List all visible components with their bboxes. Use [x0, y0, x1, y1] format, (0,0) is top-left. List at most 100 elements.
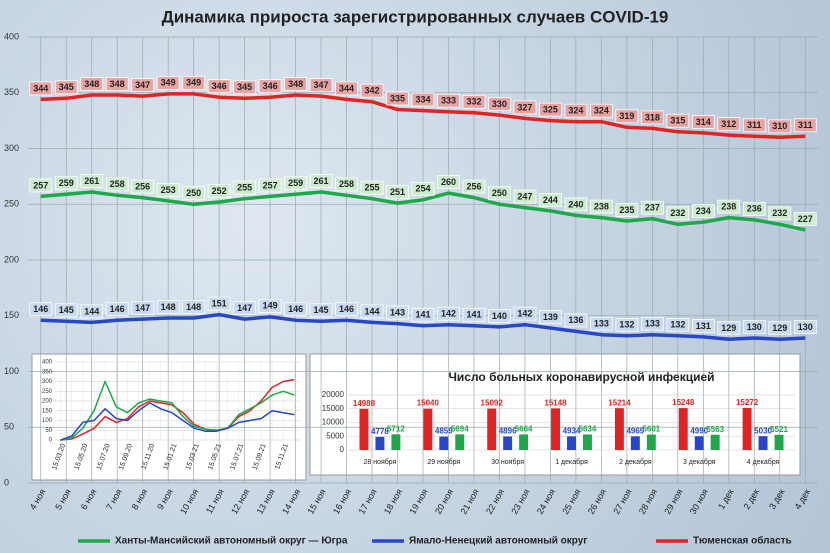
value-label-box	[80, 304, 104, 319]
chart-title: Число больных коронавирусной инфекцией	[448, 370, 714, 384]
y-tick-label: 300	[42, 379, 53, 385]
y-tick-label: 0	[4, 477, 9, 487]
value-label: 318	[645, 112, 660, 122]
value-label: 148	[186, 302, 201, 312]
value-label-box	[691, 319, 715, 333]
value-label: 232	[772, 208, 787, 218]
value-label-box	[335, 302, 358, 317]
value-label-box	[589, 103, 613, 118]
value-label: 259	[59, 178, 74, 188]
value-label: 312	[721, 119, 736, 129]
inset-frame	[31, 353, 307, 481]
bar	[503, 436, 513, 450]
x-tick-label: 28 ноя	[637, 487, 659, 516]
value-label-box	[233, 80, 257, 95]
x-tick-label: 3 дек	[767, 487, 787, 511]
value-label: 254	[415, 184, 430, 194]
value-label: 129	[772, 323, 787, 333]
value-label: 335	[390, 93, 405, 103]
value-label: 333	[441, 96, 456, 106]
value-label-box	[258, 79, 282, 94]
bar	[423, 408, 433, 450]
value-label: 342	[365, 86, 380, 96]
x-tick-label: 30 ноября	[491, 458, 524, 466]
value-label-box	[182, 75, 206, 90]
value-label-box	[80, 77, 104, 91]
value-label-box	[386, 305, 409, 320]
value-label-box	[742, 320, 766, 334]
value-label: 347	[135, 80, 150, 90]
value-label: 344	[339, 83, 354, 93]
value-label: 346	[212, 81, 227, 91]
value-label-box	[666, 206, 690, 221]
value-label: 146	[110, 304, 125, 314]
bar	[694, 436, 704, 450]
value-label: 325	[543, 105, 558, 115]
bar	[391, 434, 401, 450]
value-label: 348	[288, 79, 303, 89]
value-label: 144	[365, 306, 380, 316]
value-label-box	[233, 301, 257, 315]
value-label-box	[437, 93, 460, 108]
y-tick-label: 0	[340, 445, 345, 454]
value-label: 330	[492, 99, 507, 109]
value-label-box	[105, 177, 129, 192]
value-label-box	[233, 180, 257, 195]
x-tick-label: 5 ноя	[53, 487, 73, 511]
x-tick-label: 30 ноя	[688, 487, 710, 516]
value-label: 15248	[672, 398, 695, 407]
value-label: 144	[84, 306, 99, 316]
bar	[487, 408, 497, 450]
value-label: 261	[84, 176, 99, 186]
value-label: 236	[747, 204, 762, 214]
value-label-box	[156, 75, 180, 90]
x-tick-label: 12 ноя	[229, 487, 251, 516]
y-tick-label: 150	[4, 310, 19, 320]
value-label: 5634	[579, 425, 597, 434]
y-tick-label: 0	[49, 438, 53, 444]
y-tick-label: 300	[4, 143, 19, 153]
x-tick-label: 20 ноя	[433, 487, 455, 516]
value-label: 139	[543, 312, 558, 322]
value-label: 141	[415, 310, 430, 320]
legend-label: Ямало-Ненецкий автономный округ	[409, 536, 587, 547]
bar	[519, 434, 529, 450]
value-label: 129	[721, 323, 736, 333]
x-tick-label: 24 ноя	[535, 487, 557, 516]
bar	[551, 408, 561, 450]
value-label-box	[360, 180, 384, 195]
value-label: 255	[237, 183, 252, 193]
x-tick-label: 1 дек	[716, 487, 736, 511]
x-tick-label: 10 ноя	[178, 487, 200, 516]
value-label-box	[411, 307, 435, 322]
value-label-box	[717, 199, 741, 214]
value-label-box	[29, 302, 53, 317]
value-label: 5712	[387, 424, 405, 433]
value-label-box	[768, 206, 792, 221]
y-tick-label: 100	[4, 366, 19, 376]
value-label-box	[284, 176, 307, 191]
x-tick-label: 7 ноя	[104, 487, 124, 511]
value-label: 238	[721, 202, 736, 212]
value-label: 345	[59, 82, 74, 92]
value-label: 253	[161, 185, 176, 195]
bar	[439, 436, 449, 450]
value-label: 311	[747, 120, 762, 130]
value-label-box	[309, 174, 333, 188]
value-label-box	[691, 114, 715, 129]
value-label-box	[539, 310, 562, 324]
value-label-box	[207, 184, 231, 198]
value-label: 311	[798, 120, 813, 130]
value-label: 130	[747, 322, 762, 332]
y-tick-label: 5000	[326, 431, 344, 440]
value-label-box	[54, 80, 78, 95]
value-label: 131	[696, 321, 711, 331]
value-label: 255	[365, 183, 380, 193]
legend-label: Тюменская область	[693, 535, 792, 547]
y-tick-label: 250	[42, 389, 53, 395]
value-label-box	[793, 118, 817, 133]
value-label: 348	[110, 79, 125, 89]
value-label: 5694	[451, 424, 469, 433]
x-tick-label: 1 декабря	[555, 458, 588, 466]
value-label: 147	[135, 303, 150, 313]
